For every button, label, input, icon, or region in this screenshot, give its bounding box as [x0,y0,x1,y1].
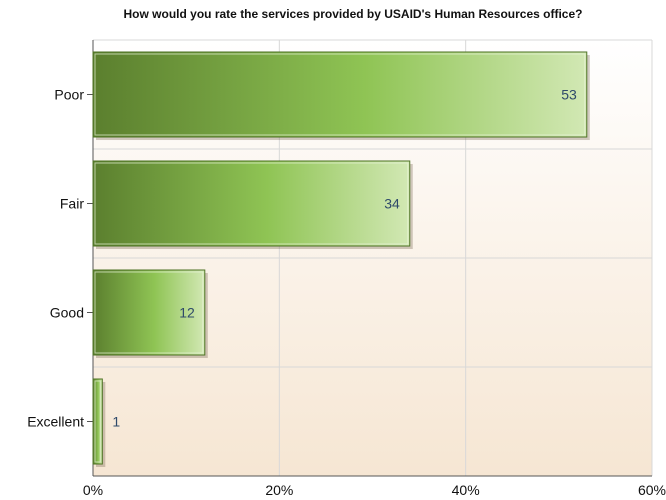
category-label: Excellent [27,414,84,430]
bar-good [92,269,206,356]
labels: 0% 20% 40% 60% Poor 53 Fair 34 Good 12 Excellent 1 [27,87,666,499]
grid-lines [93,39,653,476]
bar-highlight [94,380,101,463]
bar-excellent [92,378,103,465]
x-tick-label: 0% [83,482,103,498]
category-label: Good [50,305,84,321]
bar-poor [92,51,588,138]
category-label: Poor [54,87,84,103]
category-label: Fair [60,196,84,212]
bar-highlight [94,162,409,245]
x-tick-label: 20% [265,482,293,498]
x-tick-label: 60% [638,482,666,498]
data-label: 34 [384,196,400,212]
bar-highlight [94,271,204,354]
x-tick-label: 40% [452,482,480,498]
data-label: 1 [112,414,120,430]
chart-title: How would you rate the services provided… [123,7,583,21]
data-label: 12 [179,305,195,321]
bar-fair [92,160,411,247]
data-label: 53 [561,87,577,103]
bar-highlight [94,53,586,136]
bars [92,51,590,468]
